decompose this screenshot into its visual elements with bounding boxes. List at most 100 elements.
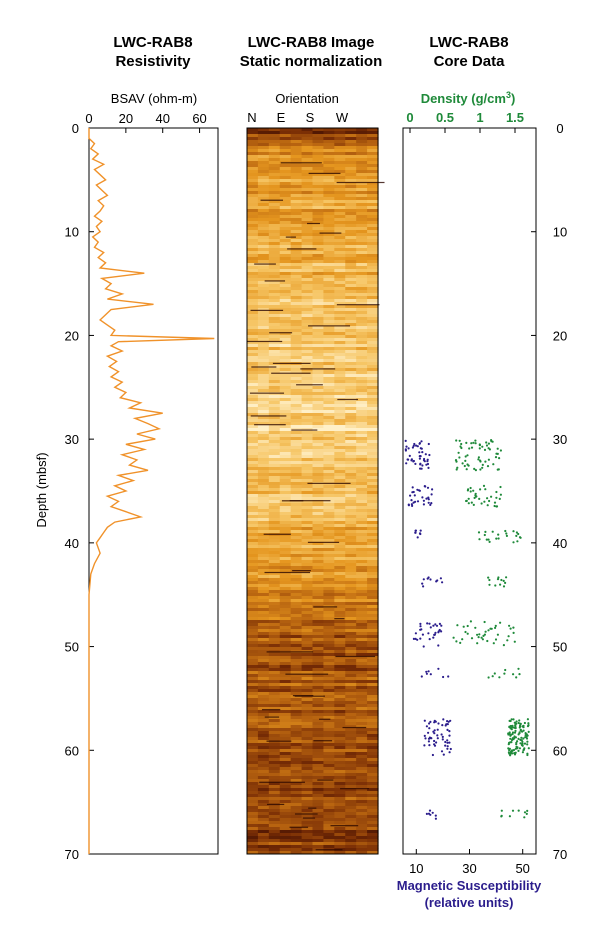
- ms-point: [421, 633, 424, 636]
- image-pixel: [367, 254, 379, 258]
- image-pixel: [268, 191, 281, 195]
- image-pixel: [334, 251, 346, 255]
- image-pixel: [279, 812, 292, 816]
- image-pixel: [345, 215, 357, 219]
- image-pixel: [257, 602, 270, 606]
- density-point: [520, 743, 524, 747]
- image-pixel: [268, 617, 281, 621]
- image-pixel: [345, 410, 357, 414]
- image-pixel: [323, 374, 335, 378]
- image-pixel: [367, 785, 379, 789]
- image-pixel: [247, 326, 259, 330]
- image-pixel: [268, 491, 281, 495]
- density-point: [507, 635, 510, 638]
- ms-point: [440, 733, 443, 736]
- image-pixel: [290, 188, 303, 192]
- image-pixel: [356, 467, 368, 471]
- image-pixel: [301, 167, 314, 171]
- image-pixel: [257, 401, 270, 405]
- image-streak: [315, 849, 343, 851]
- image-pixel: [247, 680, 259, 684]
- image-pixel: [257, 233, 270, 237]
- image-pixel: [323, 140, 335, 144]
- image-pixel: [312, 713, 325, 717]
- density-point: [464, 630, 467, 634]
- image-pixel: [334, 812, 346, 816]
- density-point: [470, 501, 473, 504]
- ms-point: [444, 724, 447, 727]
- image-pixel: [247, 350, 259, 354]
- image-pixel: [312, 743, 325, 747]
- image-pixel: [312, 563, 325, 567]
- image-pixel: [301, 548, 314, 552]
- image-streak: [307, 541, 340, 543]
- image-pixel: [279, 377, 292, 381]
- image-pixel: [334, 761, 346, 765]
- image-pixel: [257, 614, 270, 618]
- image-pixel: [323, 143, 335, 147]
- image-pixel: [247, 596, 259, 600]
- image-pixel: [290, 635, 303, 639]
- image-pixel: [290, 302, 303, 306]
- image-pixel: [247, 710, 259, 714]
- image-pixel: [367, 677, 379, 681]
- density-point: [491, 675, 494, 678]
- image-pixel: [345, 353, 357, 357]
- density-point: [487, 458, 490, 461]
- image-pixel: [323, 194, 335, 198]
- image-pixel: [323, 176, 335, 180]
- image-pixel: [323, 134, 335, 138]
- image-pixel: [367, 824, 379, 828]
- image-pixel: [247, 386, 259, 390]
- image-pixel: [334, 809, 346, 813]
- image-pixel: [323, 368, 335, 372]
- image-pixel: [312, 257, 325, 261]
- image-pixel: [301, 137, 314, 141]
- image-pixel: [334, 551, 346, 555]
- image-pixel: [312, 617, 325, 621]
- image-pixel: [312, 293, 325, 297]
- image-pixel: [279, 551, 292, 555]
- image-pixel: [312, 473, 325, 477]
- image-pixel: [279, 320, 292, 324]
- image-pixel: [301, 701, 314, 705]
- density-point: [525, 735, 528, 739]
- image-pixel: [356, 242, 368, 246]
- image-pixel: [257, 626, 270, 630]
- image-pixel: [334, 269, 346, 273]
- image-pixel: [268, 764, 281, 768]
- image-pixel: [268, 836, 281, 840]
- image-pixel: [356, 836, 368, 840]
- image-pixel: [247, 167, 259, 171]
- image-pixel: [367, 479, 379, 483]
- image-pixel: [356, 761, 368, 765]
- image-streak: [319, 232, 342, 234]
- image-pixel: [334, 671, 346, 675]
- image-pixel: [257, 299, 270, 303]
- image-pixel: [290, 584, 303, 588]
- image-pixel: [247, 389, 259, 393]
- image-pixel: [334, 764, 346, 768]
- image-pixel: [279, 800, 292, 804]
- image-pixel: [290, 416, 303, 420]
- image-pixel: [367, 566, 379, 570]
- image-pixel: [301, 587, 314, 591]
- image-pixel: [345, 257, 357, 261]
- image-pixel: [247, 707, 259, 711]
- image-pixel: [279, 359, 292, 363]
- image-pixel: [290, 287, 303, 291]
- image-pixel: [367, 497, 379, 501]
- image-pixel: [312, 461, 325, 465]
- image-pixel: [290, 353, 303, 357]
- image-pixel: [301, 770, 314, 774]
- image-pixel: [356, 152, 368, 156]
- image-pixel: [312, 551, 325, 555]
- image-pixel: [279, 668, 292, 672]
- density-point: [505, 532, 508, 535]
- image-pixel: [257, 521, 270, 525]
- image-pixel: [290, 212, 303, 216]
- image-pixel: [257, 845, 270, 849]
- ms-point: [448, 734, 451, 737]
- image-pixel: [279, 152, 292, 156]
- image-pixel: [356, 335, 368, 339]
